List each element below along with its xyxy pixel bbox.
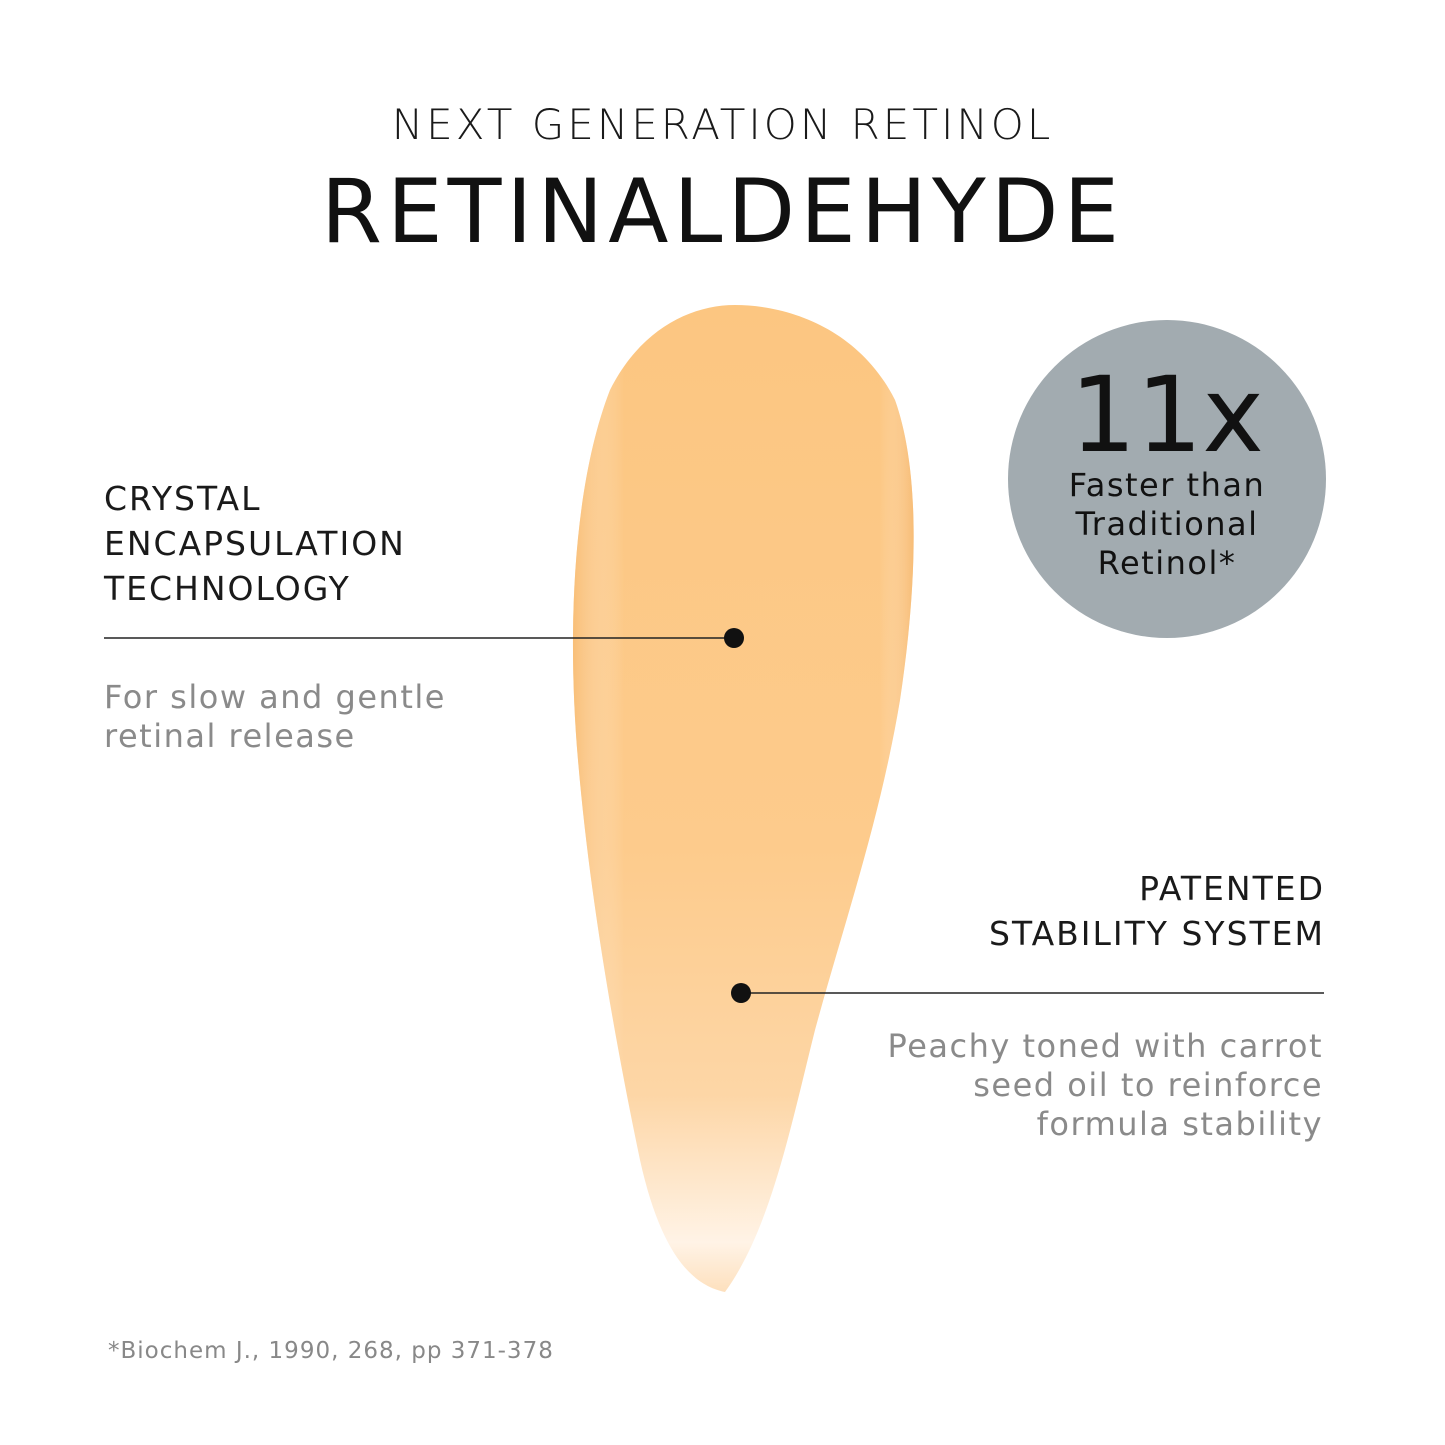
description-line: Peachy toned with carrot [887, 1027, 1323, 1065]
heading-line: STABILITY SYSTEM [989, 914, 1325, 953]
badge-line: Retinol* [1097, 544, 1237, 582]
description-line: For slow and gentle [104, 678, 446, 716]
footnote: *Biochem J., 1990, 268, pp 371-378 [108, 1338, 554, 1364]
supertitle: NEXT GENERATION RETINOL [391, 100, 1054, 149]
callout-heading-crystal: CRYSTAL ENCAPSULATION TECHNOLOGY [104, 476, 406, 611]
badge-line: Faster than [1068, 466, 1266, 504]
heading-line: CRYSTAL [104, 479, 262, 518]
swatch-shading [572, 305, 914, 1292]
callout-description-stability: Peachy toned with carrot seed oil to rei… [888, 1027, 1323, 1144]
heading-line: PATENTED [1139, 869, 1325, 908]
heading-line: TECHNOLOGY [104, 569, 351, 608]
heading-line: ENCAPSULATION [104, 524, 406, 563]
description-line: seed oil to reinforce [973, 1066, 1323, 1104]
page-title: RETINALDEHYDE [320, 160, 1125, 263]
callout-description-crystal: For slow and gentle retinal release [104, 678, 446, 756]
callout-dot-2 [731, 983, 751, 1003]
callout-dot-1 [724, 628, 744, 648]
badge-line: Traditional [1075, 505, 1259, 543]
description-line: formula stability [1036, 1105, 1323, 1143]
speed-badge: 11x Faster than Traditional Retinol* [1008, 320, 1326, 638]
badge-text: Faster than Traditional Retinol* [1008, 466, 1326, 583]
description-line: retinal release [104, 717, 356, 755]
badge-value: 11x [1070, 354, 1264, 476]
callout-heading-stability: PATENTED STABILITY SYSTEM [989, 866, 1325, 956]
